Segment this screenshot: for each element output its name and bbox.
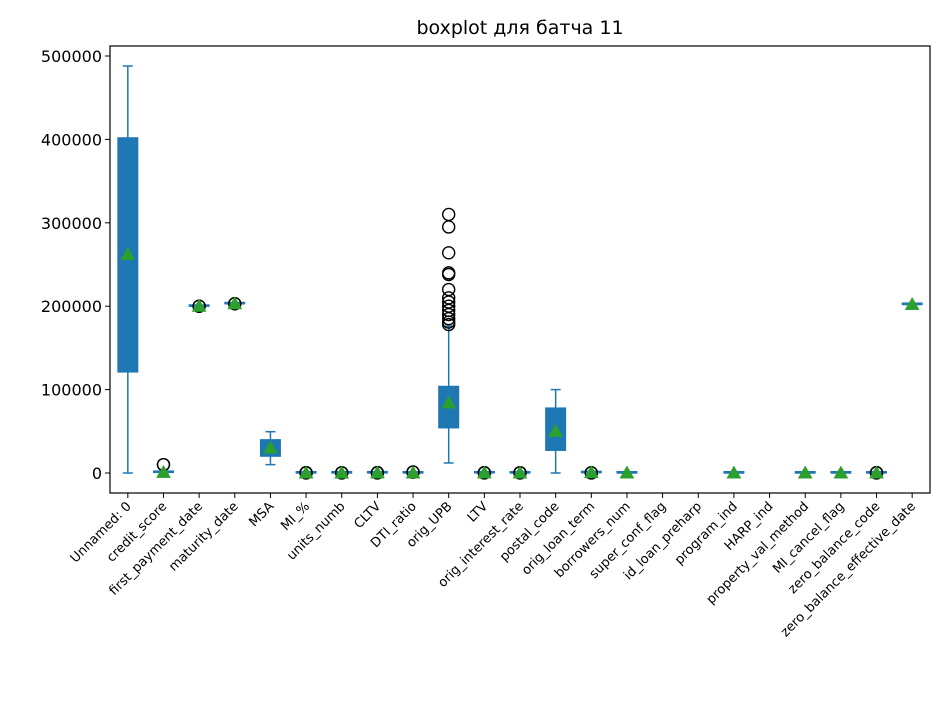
mean-marker (191, 298, 207, 312)
box-group (830, 465, 852, 479)
box-group (866, 465, 888, 480)
box-group (224, 296, 246, 311)
mean-marker (298, 465, 314, 479)
mean-marker (334, 465, 350, 479)
box-group (794, 465, 816, 479)
outlier-point (441, 299, 456, 313)
mean-marker (263, 440, 278, 454)
y-tick-label: 500000 (41, 47, 102, 66)
y-tick-label: 0 (92, 464, 102, 483)
y-tick-label: 100000 (41, 381, 102, 400)
y-axis: 0 100000 200000 300000 400000 500000 (41, 47, 110, 483)
box-group (545, 388, 567, 474)
mean-marker (833, 465, 849, 479)
box-group (723, 465, 745, 479)
mean-marker (726, 465, 742, 479)
box-group (402, 465, 424, 479)
box-group (366, 465, 388, 480)
mean-marker (120, 246, 136, 260)
chart-title: boxplot для батча 11 (416, 17, 623, 39)
mean-marker (904, 296, 920, 310)
mean-marker (548, 423, 564, 437)
mean-marker (869, 465, 884, 479)
outlier-point (441, 282, 456, 297)
outlier-point (441, 291, 456, 305)
box-group (117, 65, 139, 474)
box-group (152, 457, 174, 478)
box-group (580, 465, 602, 480)
y-tick-label: 300000 (41, 214, 102, 233)
y-tick-label: 200000 (41, 297, 102, 316)
mean-marker (441, 395, 457, 409)
box-group (331, 465, 353, 480)
box-group (295, 465, 317, 480)
box-group (473, 465, 495, 480)
mean-marker (476, 465, 492, 479)
mean-marker (583, 465, 599, 479)
mean-marker (156, 464, 171, 478)
box-group (259, 430, 281, 466)
box-group (509, 465, 531, 480)
mean-marker (227, 296, 243, 310)
mean-marker (797, 465, 813, 479)
outlier-point (441, 246, 456, 260)
mean-marker (405, 465, 421, 479)
box-group (188, 298, 210, 313)
y-tick-label: 400000 (41, 130, 102, 149)
box-group (438, 207, 460, 464)
mean-marker (512, 465, 528, 479)
plot-area (117, 65, 923, 480)
box-group (901, 296, 923, 310)
outlier-point (441, 207, 456, 222)
outlier-point (441, 266, 456, 280)
box-group (616, 465, 638, 479)
mean-marker (619, 465, 635, 479)
mean-marker (369, 465, 385, 479)
